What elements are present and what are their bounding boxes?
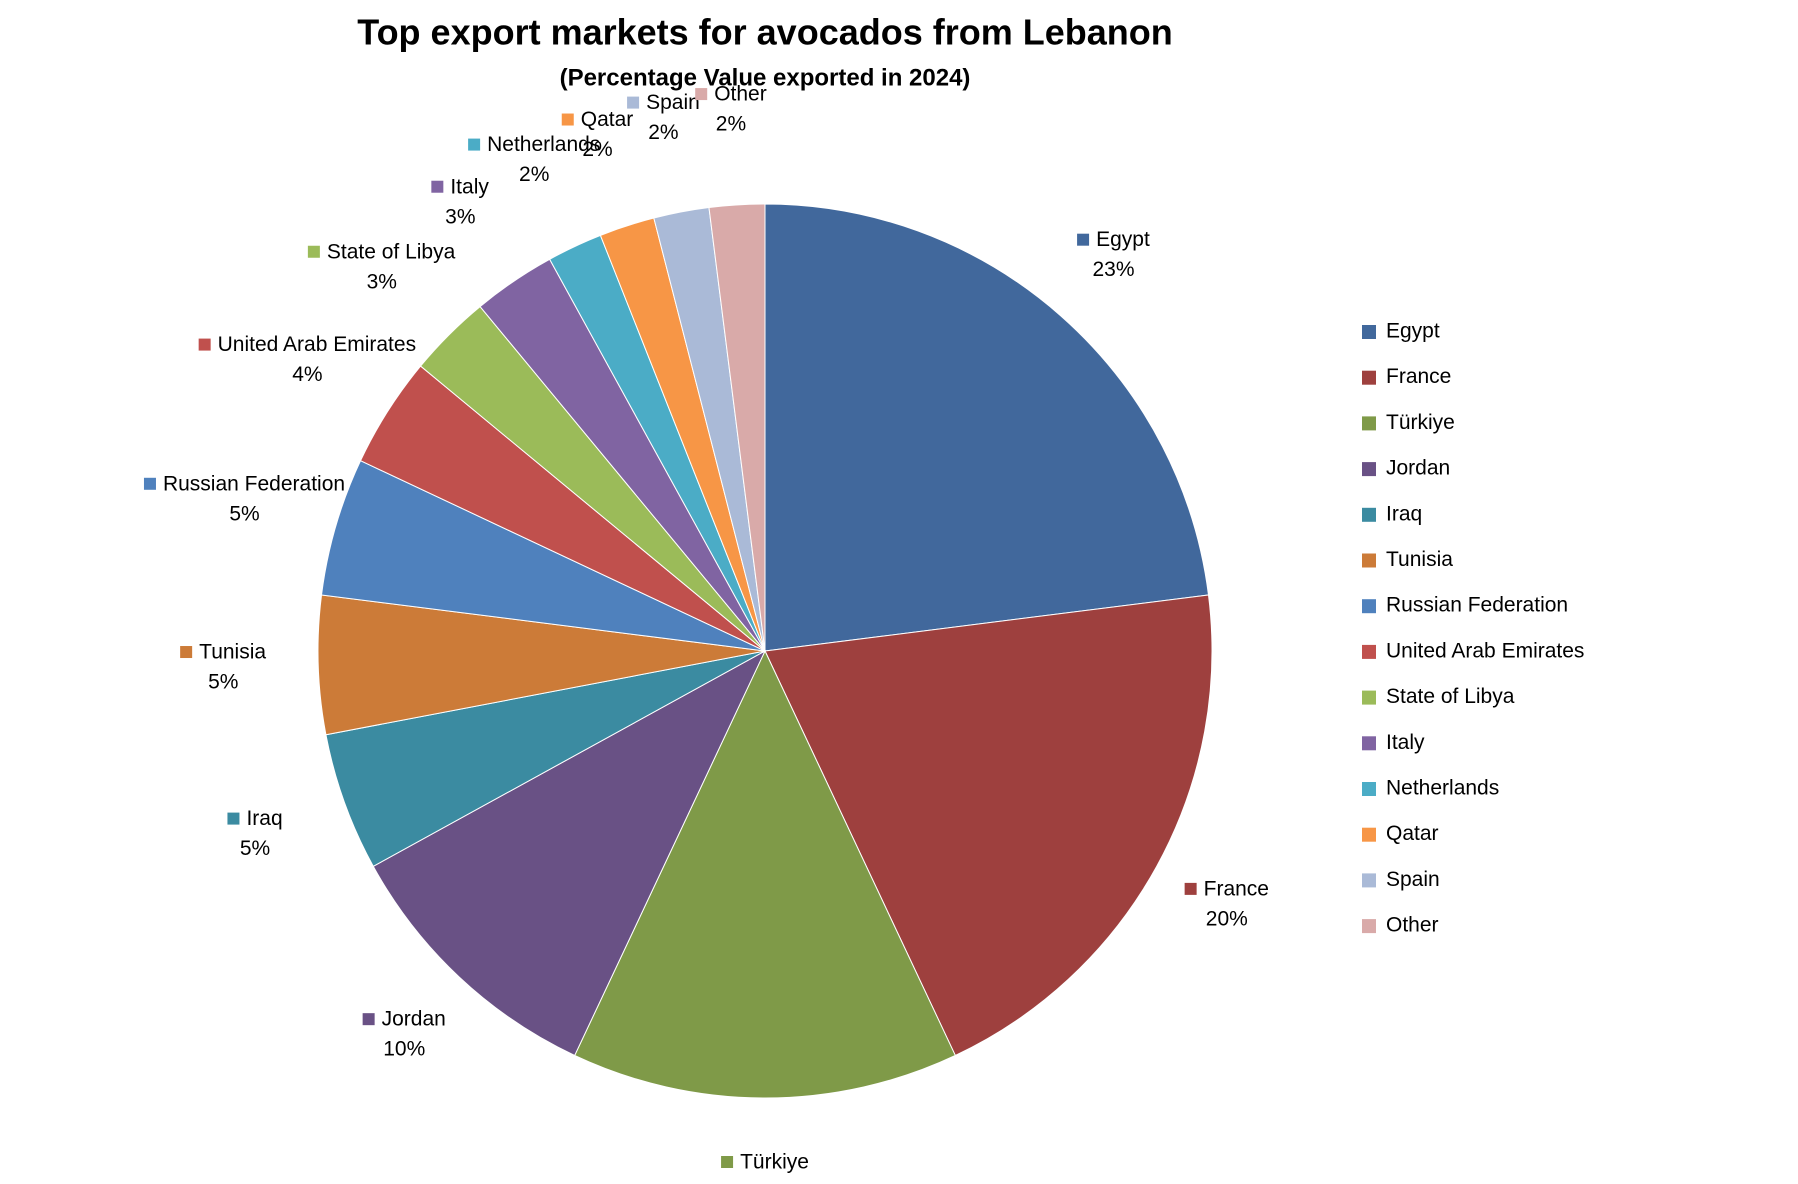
data-label-name: Other	[714, 83, 767, 106]
legend-swatch	[1362, 507, 1376, 522]
data-label-name: United Arab Emirates	[218, 333, 416, 356]
legend-swatch	[1362, 736, 1376, 751]
data-label-value: 14%	[744, 1181, 786, 1184]
data-label-name: Jordan	[382, 1008, 446, 1031]
legend-label: Other	[1386, 914, 1439, 937]
label-marker	[180, 646, 193, 659]
legend-swatch	[1362, 553, 1376, 568]
legend-label: United Arab Emirates	[1386, 639, 1584, 662]
chart-title: Top export markets for avocados from Leb…	[357, 12, 1172, 53]
label-marker	[227, 812, 240, 825]
data-label-value: 3%	[445, 205, 475, 228]
data-label-value: 20%	[1206, 907, 1248, 930]
data-label-name: Qatar	[581, 108, 634, 131]
data-label-value: 3%	[367, 270, 397, 293]
legend-label: Netherlands	[1386, 777, 1499, 800]
data-label-name: Egypt	[1096, 228, 1150, 251]
data-label-value: 4%	[292, 363, 322, 386]
legend-swatch	[1362, 462, 1376, 477]
label-marker	[143, 477, 156, 490]
legend-label: Iraq	[1386, 502, 1422, 525]
data-label-name: Italy	[450, 175, 489, 198]
data-label-name: Netherlands	[487, 133, 600, 156]
pie-slice	[764, 203, 1210, 652]
data-label-name: Iraq	[246, 807, 282, 830]
label-marker	[627, 96, 640, 109]
chart-subtitle: (Percentage Value exported in 2024)	[560, 64, 971, 91]
data-label-name: Spain	[646, 91, 700, 114]
legend-swatch	[1362, 370, 1376, 385]
legend-swatch	[1362, 873, 1376, 888]
legend-label: Egypt	[1386, 320, 1440, 343]
legend-swatch	[1362, 782, 1376, 796]
legend-swatch	[1362, 919, 1376, 934]
legend-swatch	[1362, 599, 1376, 614]
legend-swatch	[1362, 644, 1376, 659]
data-label-value: 2%	[519, 163, 549, 186]
data-label-name: Türkiye	[740, 1151, 809, 1174]
data-label-value: 2%	[648, 121, 678, 144]
legend-label: Spain	[1386, 868, 1440, 891]
data-label-value: 5%	[229, 502, 259, 525]
data-label-name: State of Libya	[327, 240, 456, 263]
label-marker	[468, 138, 481, 151]
data-label-value: 10%	[383, 1038, 425, 1061]
data-label-value: 2%	[716, 113, 746, 136]
data-label-value: 2%	[582, 138, 612, 161]
label-marker	[307, 245, 320, 258]
legend-swatch	[1362, 325, 1376, 339]
pie-slice	[372, 649, 767, 1057]
legend-label: Jordan	[1386, 457, 1450, 480]
label-marker	[695, 88, 708, 101]
label-marker	[362, 1013, 375, 1026]
legend-label: Qatar	[1386, 822, 1439, 845]
data-label-name: France	[1204, 877, 1269, 900]
label-marker	[198, 338, 211, 351]
legend-swatch	[1362, 416, 1376, 431]
legend-label: Italy	[1386, 731, 1425, 754]
data-label-value: 5%	[208, 671, 238, 694]
label-marker	[721, 1156, 734, 1168]
data-label-value: 5%	[240, 837, 270, 860]
pie-slice	[574, 649, 956, 1099]
legend-label: Tunisia	[1386, 548, 1453, 571]
legend-label: France	[1386, 365, 1451, 388]
data-label-value: 23%	[1092, 258, 1134, 281]
label-marker	[1184, 882, 1197, 895]
data-label-name: Russian Federation	[163, 472, 345, 495]
label-marker	[431, 180, 444, 193]
data-label-name: Tunisia	[199, 641, 266, 664]
legend-label: Russian Federation	[1386, 594, 1568, 617]
legend-swatch	[1362, 690, 1376, 705]
label-marker	[561, 113, 574, 126]
legend-label: State of Libya	[1386, 685, 1515, 708]
legend-label: Türkiye	[1386, 411, 1455, 434]
pie-slice	[764, 594, 1213, 1057]
pie-slice	[708, 203, 766, 652]
legend-swatch	[1362, 827, 1376, 842]
label-marker	[1077, 233, 1090, 246]
